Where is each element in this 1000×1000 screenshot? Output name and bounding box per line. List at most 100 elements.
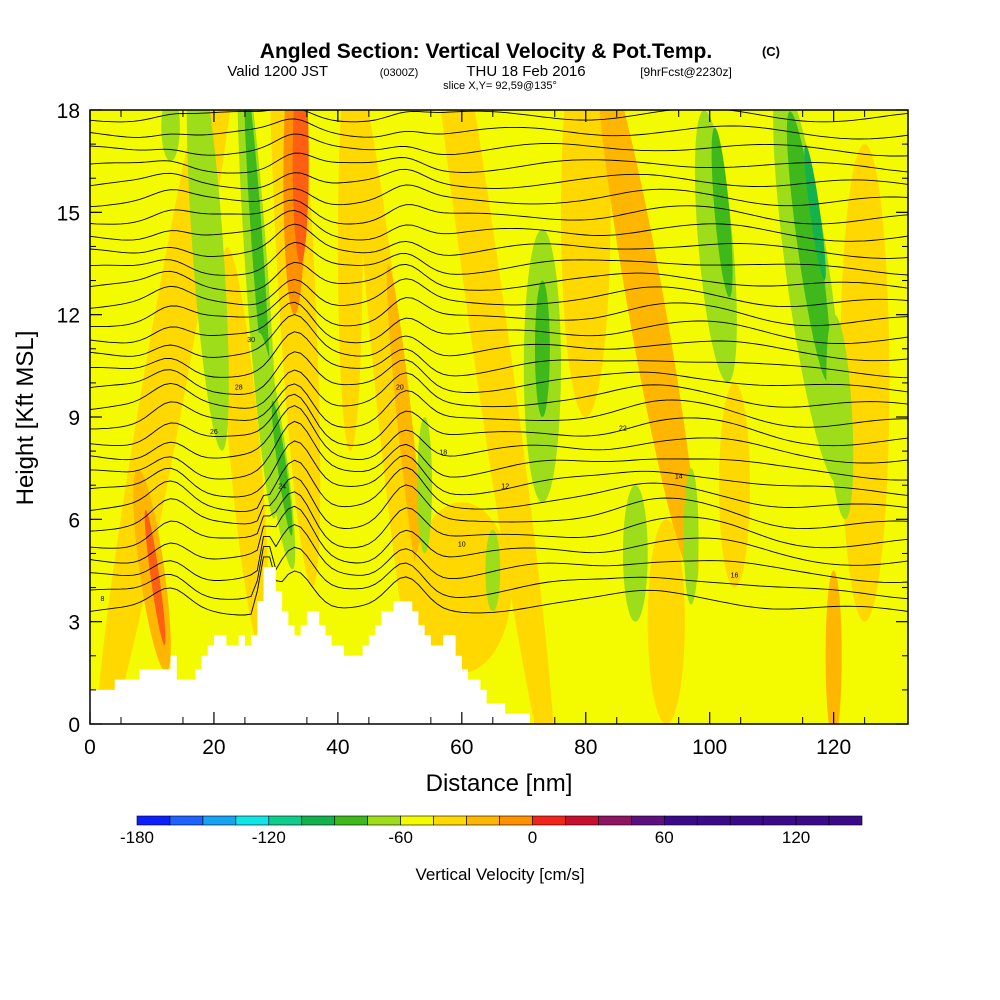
velocity-cell-26 <box>683 468 699 605</box>
isentrope-line-11 <box>90 383 908 430</box>
velocity-cell-14 <box>825 570 842 724</box>
x-tick-label-5: 100 <box>692 736 727 759</box>
colorbar-swatch-13 <box>565 815 599 826</box>
velocity-cell-3 <box>292 110 309 264</box>
contour-label-3: 14 <box>675 473 683 480</box>
isentrope-line-9 <box>90 405 908 464</box>
isentrope-line-18 <box>90 278 908 309</box>
x-tick-label-6: 120 <box>816 736 851 759</box>
velocity-cell-5 <box>386 264 426 604</box>
isentrope-line-26 <box>90 152 908 174</box>
isentrope-line-19 <box>90 261 908 293</box>
isentrope-contours <box>90 110 908 616</box>
colorbar-swatch-6 <box>334 815 368 826</box>
colorbar-tick-3: 0 <box>528 828 537 847</box>
x-tick-label-4: 80 <box>574 736 597 759</box>
y-axis-label: Height [Kft MSL] <box>12 331 39 506</box>
velocity-cell-12 <box>718 382 750 588</box>
velocity-cell-17 <box>337 110 363 452</box>
velocity-cell-34 <box>417 417 433 554</box>
y-tick-label-0: 0 <box>68 714 80 737</box>
contour-label-2: 12 <box>501 484 509 491</box>
forecast-label: [9hrFcst@2230z] <box>640 65 732 79</box>
colorbar-swatch-16 <box>663 815 698 826</box>
contour-label-9: 26 <box>210 429 218 436</box>
isentrope-line-27 <box>90 133 908 157</box>
y-tick-label-6: 18 <box>57 100 80 123</box>
velocity-cell-22 <box>271 400 293 536</box>
velocity-cell-33 <box>161 110 180 162</box>
velocity-cell-25 <box>622 485 648 622</box>
contour-label-0: 8 <box>100 596 104 603</box>
colorbar-swatch-8 <box>400 815 434 826</box>
velocity-cell-8 <box>596 110 699 584</box>
isentrope-line-29 <box>90 110 908 123</box>
valid-time-prefix: Valid 1200 JST <box>227 63 328 80</box>
contour-label-7: 22 <box>619 426 627 433</box>
isentrope-line-21 <box>90 223 908 259</box>
isentrope-line-16 <box>90 301 908 344</box>
isentrope-line-14 <box>90 331 908 379</box>
isentrope-line-7 <box>90 440 908 498</box>
colorbar-swatch-17 <box>696 815 731 826</box>
colorbar-swatch-19 <box>762 815 797 826</box>
colorbar-swatch-1 <box>169 815 204 826</box>
isentrope-line-3 <box>90 505 908 566</box>
velocity-cell-31 <box>804 144 826 280</box>
colorbar-tick-5: 120 <box>782 828 810 847</box>
x-tick-label-0: 0 <box>84 736 96 759</box>
slice-label: slice X,Y= 92,59@135° <box>443 80 557 92</box>
isentrope-line-13 <box>90 351 908 395</box>
valid-date: THU 18 Feb 2016 <box>466 63 585 80</box>
colorbar-swatch-7 <box>367 815 401 826</box>
valid-time-line: Valid 1200 JST (0300Z) THU 18 Feb 2016 [… <box>227 63 731 80</box>
velocity-cell-13 <box>839 144 890 622</box>
colorbar-swatch-12 <box>532 815 566 826</box>
isentrope-line-25 <box>90 168 908 190</box>
terrain-mask <box>90 567 908 724</box>
velocity-cell-20 <box>244 110 271 417</box>
x-tick-label-2: 40 <box>326 736 349 759</box>
y-tick-label-2: 6 <box>68 509 80 532</box>
colorbar-swatch-2 <box>202 815 237 826</box>
colorbar-swatch-21 <box>828 815 863 826</box>
contour-label-6: 20 <box>396 385 404 392</box>
isentrope-line-1 <box>90 546 908 600</box>
contour-label-11: 30 <box>247 337 255 344</box>
y-tick-label-5: 15 <box>57 202 80 225</box>
colorbar-swatch-9 <box>433 815 467 826</box>
colorbar: -180 -120 -60 0 60 120 <box>120 815 863 847</box>
chart-title: Angled Section: Vertical Velocity & Pot.… <box>260 40 712 63</box>
colorbar-swatch-3 <box>235 815 270 826</box>
colorbar-swatch-5 <box>301 815 336 826</box>
colorbar-swatch-0 <box>136 815 171 826</box>
isentrope-line-2 <box>90 524 908 583</box>
isentrope-labels: 8 10 12 14 16 18 20 22 24 26 28 30 <box>100 337 738 603</box>
y-tick-label-3: 9 <box>68 407 80 430</box>
plot-area: 8 10 12 14 16 18 20 22 24 26 28 30 <box>90 110 908 724</box>
contour-label-10: 28 <box>235 385 243 392</box>
velocity-cell-6 <box>417 110 556 724</box>
colorbar-tick-1: -120 <box>252 828 286 847</box>
velocity-cell-18 <box>186 110 229 451</box>
isentrope-line-23 <box>90 199 908 225</box>
velocity-cell-27 <box>694 110 737 383</box>
velocity-cell-7 <box>560 110 611 417</box>
isentrope-line-4 <box>90 491 908 549</box>
velocity-field <box>96 110 890 724</box>
colorbar-swatch-18 <box>729 815 764 826</box>
contour-label-8: 24 <box>278 484 286 491</box>
colorbar-swatch-20 <box>795 815 830 826</box>
colorbar-swatch-11 <box>499 815 533 826</box>
colorbar-swatch-4 <box>268 815 303 826</box>
copyright-mark: (C) <box>762 44 780 59</box>
velocity-cell-30 <box>786 111 831 382</box>
y-tick-label-1: 3 <box>68 612 80 635</box>
x-axis: 0 20 40 60 80 100 120 <box>84 110 866 759</box>
x-tick-label-1: 20 <box>202 736 225 759</box>
colorbar-tick-4: 60 <box>655 828 674 847</box>
colorbar-swatch-10 <box>466 815 500 826</box>
contour-label-1: 10 <box>458 542 466 549</box>
